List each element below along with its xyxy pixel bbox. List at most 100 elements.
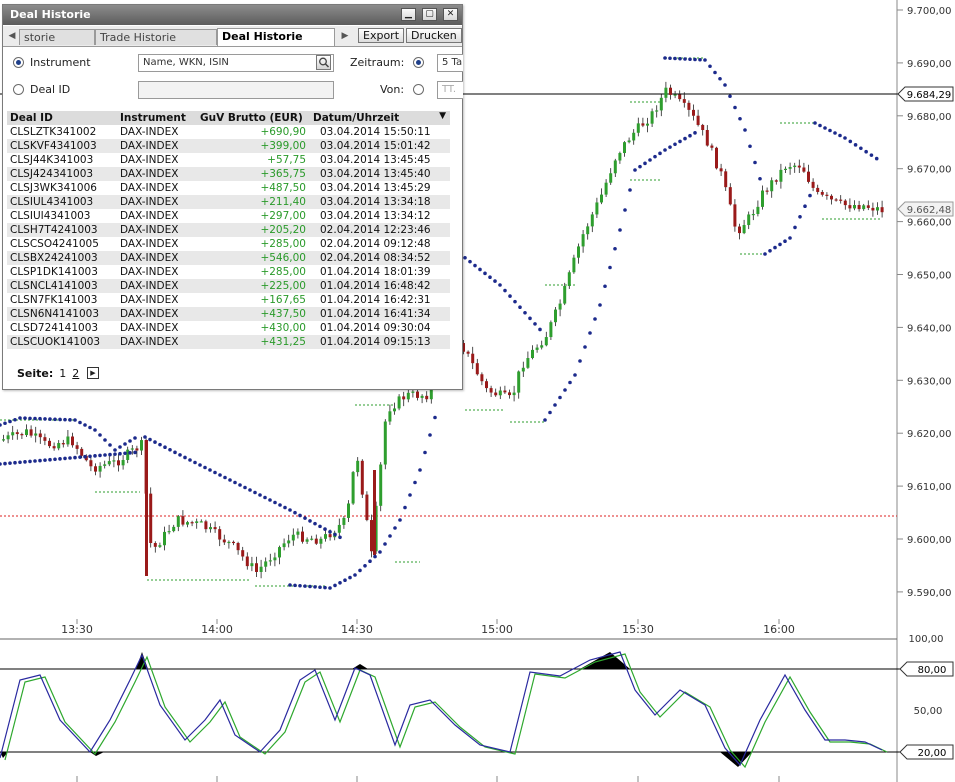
last-price-label: 9.662,48 [907,205,952,216]
close-icon[interactable]: ✕ [443,8,458,21]
from-date-input[interactable]: TT. [437,81,463,99]
instrument-search-input[interactable]: Name, WKN, ISIN [138,54,334,72]
datetime-cell: 01.04.2014 18:01:39 [320,266,431,278]
datetime-cell: 03.04.2014 13:45:40 [310,167,450,181]
tab-deal-historie[interactable]: Deal Historie [217,28,335,46]
instrument-cell: DAX-INDEX [117,167,197,181]
pager-page-2[interactable]: 2 [72,367,80,380]
table-row[interactable]: CLSJ3WK341006 DAX-INDEX +487,50 03.04.2014 … [7,181,450,195]
time-tick-label: 15:00 [481,623,513,636]
tab-scroll-right-icon[interactable]: ▶ [341,31,349,41]
deal-id-input[interactable] [138,81,334,99]
table-row[interactable]: CLSLZTK341002 DAX-INDEX +690,90 03.04.2014 … [7,125,450,139]
deal-id-cell: CLSJ3WK341006 [10,182,97,194]
instrument-radio[interactable] [13,57,24,68]
datetime-cell: 02.04.2014 08:34:52 [310,251,450,265]
instrument-cell: DAX-INDEX [117,223,197,237]
price-tick-label: 9.610,00 [907,482,952,493]
datetime-cell: 03.04.2014 13:34:12 [320,210,431,222]
deal-id-cell: CLSKVF4341003 [7,139,117,153]
table-header-row: Deal ID Instrument GuV Brutto (EUR) Datu… [7,111,450,125]
instrument-cell: DAX-INDEX [120,182,179,194]
sort-desc-icon[interactable]: ▼ [439,111,446,121]
deal-id-cell: CLSBX24241003 [7,251,117,265]
tab-scroll-left-icon[interactable]: ◀ [8,31,16,41]
pager-page-1[interactable]: 1 [59,367,67,380]
from-label: Von: [380,83,405,96]
deal-history-window[interactable]: Deal Historie ▁ ▢ ✕ ◀ storie Trade Histo… [2,4,463,390]
window-title: Deal Historie [10,8,91,21]
column-header-datetime[interactable]: Datum/Uhrzeit ▼ [310,111,450,125]
export-button[interactable]: Export [358,28,405,43]
instrument-cell: DAX-INDEX [117,335,197,349]
search-icon[interactable] [316,55,331,70]
table-row[interactable]: CLSBX24241003 DAX-INDEX +546,00 02.04.2014 … [7,251,450,265]
period-select[interactable]: 5 Ta [437,54,463,72]
deal-id-cell: CLSN6N4141003 [7,307,117,321]
minimize-icon[interactable]: ▁ [401,8,416,21]
deal-id-cell: CLSJ44K341003 [10,154,94,166]
price-tick-label: 9.620,00 [907,429,952,440]
oscillator-axis: 100,00 80,00 50,00 20,00 [899,634,954,760]
datetime-cell: 01.04.2014 16:48:42 [310,279,450,293]
maximize-icon[interactable]: ▢ [422,8,437,21]
osc-flag-label: 80,00 [918,665,947,676]
price-axis: 9.700,00 9.690,00 9.680,00 9.670,00 9.660,00… [897,6,952,599]
table-row[interactable]: CLSP1DK141003 DAX-INDEX +285,00 01.04.2014 … [7,265,450,279]
deal-id-radio[interactable] [13,84,24,95]
column-header-pnl[interactable]: GuV Brutto (EUR) [197,111,310,125]
deal-id-cell: CLSCSO4241005 [10,238,99,250]
table-row[interactable]: CLSH7T4241003 DAX-INDEX +205,20 02.04.2014 … [7,223,450,237]
pnl-cell: +205,20 [197,223,310,237]
price-tick-label: 9.660,00 [907,218,952,229]
time-axis: 13:30 14:00 14:30 15:00 15:30 16:00 [61,619,795,782]
pnl-cell: +546,00 [197,251,310,265]
column-header-instrument[interactable]: Instrument [117,111,197,125]
datetime-cell: 02.04.2014 12:23:46 [310,223,450,237]
table-row[interactable]: CLSJ44K341003 DAX-INDEX +57,75 03.04.2014 1… [7,153,450,167]
tab-historie[interactable]: storie [19,29,95,45]
table-row[interactable]: CLSJ424341003 DAX-INDEX +365,75 03.04.2014 … [7,167,450,181]
price-tick-label: 9.640,00 [907,323,952,334]
datetime-cell: 03.04.2014 13:45:29 [320,182,431,194]
table-row[interactable]: CLSIUL4341003 DAX-INDEX +211,40 03.04.2014 … [7,195,450,209]
table-row[interactable]: CLSD724141003 DAX-INDEX +430,00 01.04.2014 … [7,321,450,335]
pnl-cell: +211,40 [197,195,310,209]
table-row[interactable]: CLSKVF4341003 DAX-INDEX +399,00 03.04.2014 … [7,139,450,153]
price-tick-label: 9.680,00 [907,112,952,123]
window-titlebar[interactable]: Deal Historie ▁ ▢ ✕ [3,5,462,25]
column-header-deal-id[interactable]: Deal ID [7,111,117,125]
pnl-cell: +285,00 [260,238,306,250]
pnl-cell: +690,90 [260,126,306,138]
instrument-cell: DAX-INDEX [120,294,179,306]
table-row[interactable]: CLSIUI4341003 DAX-INDEX +297,00 03.04.2014 … [7,209,450,223]
deal-id-cell: CLSCUOK141003 [7,335,117,349]
deal-table: Deal ID Instrument GuV Brutto (EUR) Datu… [7,111,450,349]
datetime-cell: 01.04.2014 09:30:04 [320,322,431,334]
datetime-cell: 01.04.2014 09:15:13 [310,335,450,349]
tab-trade-historie[interactable]: Trade Historie [95,29,217,45]
table-row[interactable]: CLSN6N4141003 DAX-INDEX +437,50 01.04.2014 … [7,307,450,321]
pnl-cell: +167,65 [260,294,306,306]
deal-id-label: Deal ID [30,83,71,96]
table-row[interactable]: CLSCSO4241005 DAX-INDEX +285,00 02.04.2014 … [7,237,450,251]
price-tick-label: 9.650,00 [907,271,952,282]
level-flag-label: 9.684,29 [907,90,952,101]
oscillator-k-line [0,651,883,767]
deal-id-cell: CLSLZTK341002 [10,126,97,138]
deal-id-cell: CLSIUI4341003 [10,210,91,222]
table-row[interactable]: CLSN7FK141003 DAX-INDEX +167,65 01.04.2014 … [7,293,450,307]
deal-id-cell: CLSH7T4241003 [7,223,117,237]
next-page-icon[interactable]: ▶ [87,367,99,379]
print-button[interactable]: Drucken [406,28,462,43]
tab-bar: ◀ storie Trade Historie Deal Historie ▶ … [3,26,462,47]
instrument-cell: DAX-INDEX [120,210,179,222]
deal-id-cell: CLSNCL4141003 [7,279,117,293]
table-row[interactable]: CLSNCL4141003 DAX-INDEX +225,00 01.04.2014 … [7,279,450,293]
instrument-cell: DAX-INDEX [117,279,197,293]
period-radio[interactable] [413,57,424,68]
from-radio[interactable] [413,84,424,95]
table-row[interactable]: CLSCUOK141003 DAX-INDEX +431,25 01.04.2014 … [7,335,450,349]
osc-tick-label: 50,00 [914,706,943,717]
